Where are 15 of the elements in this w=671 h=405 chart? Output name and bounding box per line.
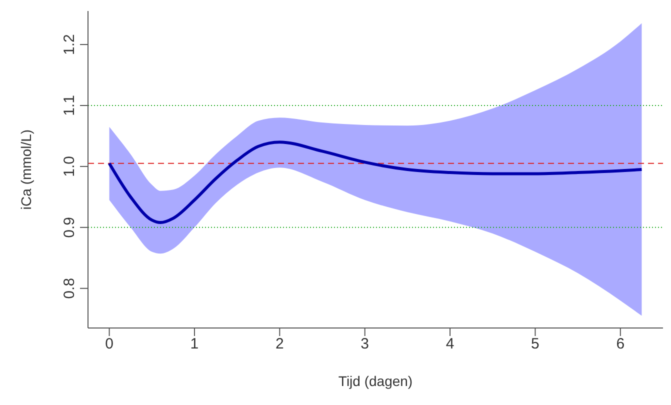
y-tick-label: 0.9: [61, 216, 78, 238]
y-tick-label: 0.8: [61, 278, 78, 299]
x-tick-label: 4: [446, 336, 454, 353]
y-axis-title: iCa (mmol/L): [18, 129, 34, 210]
x-tick-label: 5: [531, 336, 540, 353]
line-series: [108, 140, 644, 224]
x-tick-label: 6: [616, 336, 625, 353]
x-tick-label: 3: [360, 336, 370, 353]
x-tick-label: 1: [190, 336, 199, 353]
x-tick-label: 0: [105, 336, 114, 353]
y-tick-label: 1.2: [61, 34, 78, 55]
y-tick-label: 1.0: [61, 156, 78, 177]
x-axis-title: Tijd (dagen): [338, 373, 413, 389]
x-tick-label: 2: [275, 336, 284, 353]
y-tick-label: 1.1: [61, 95, 78, 116]
